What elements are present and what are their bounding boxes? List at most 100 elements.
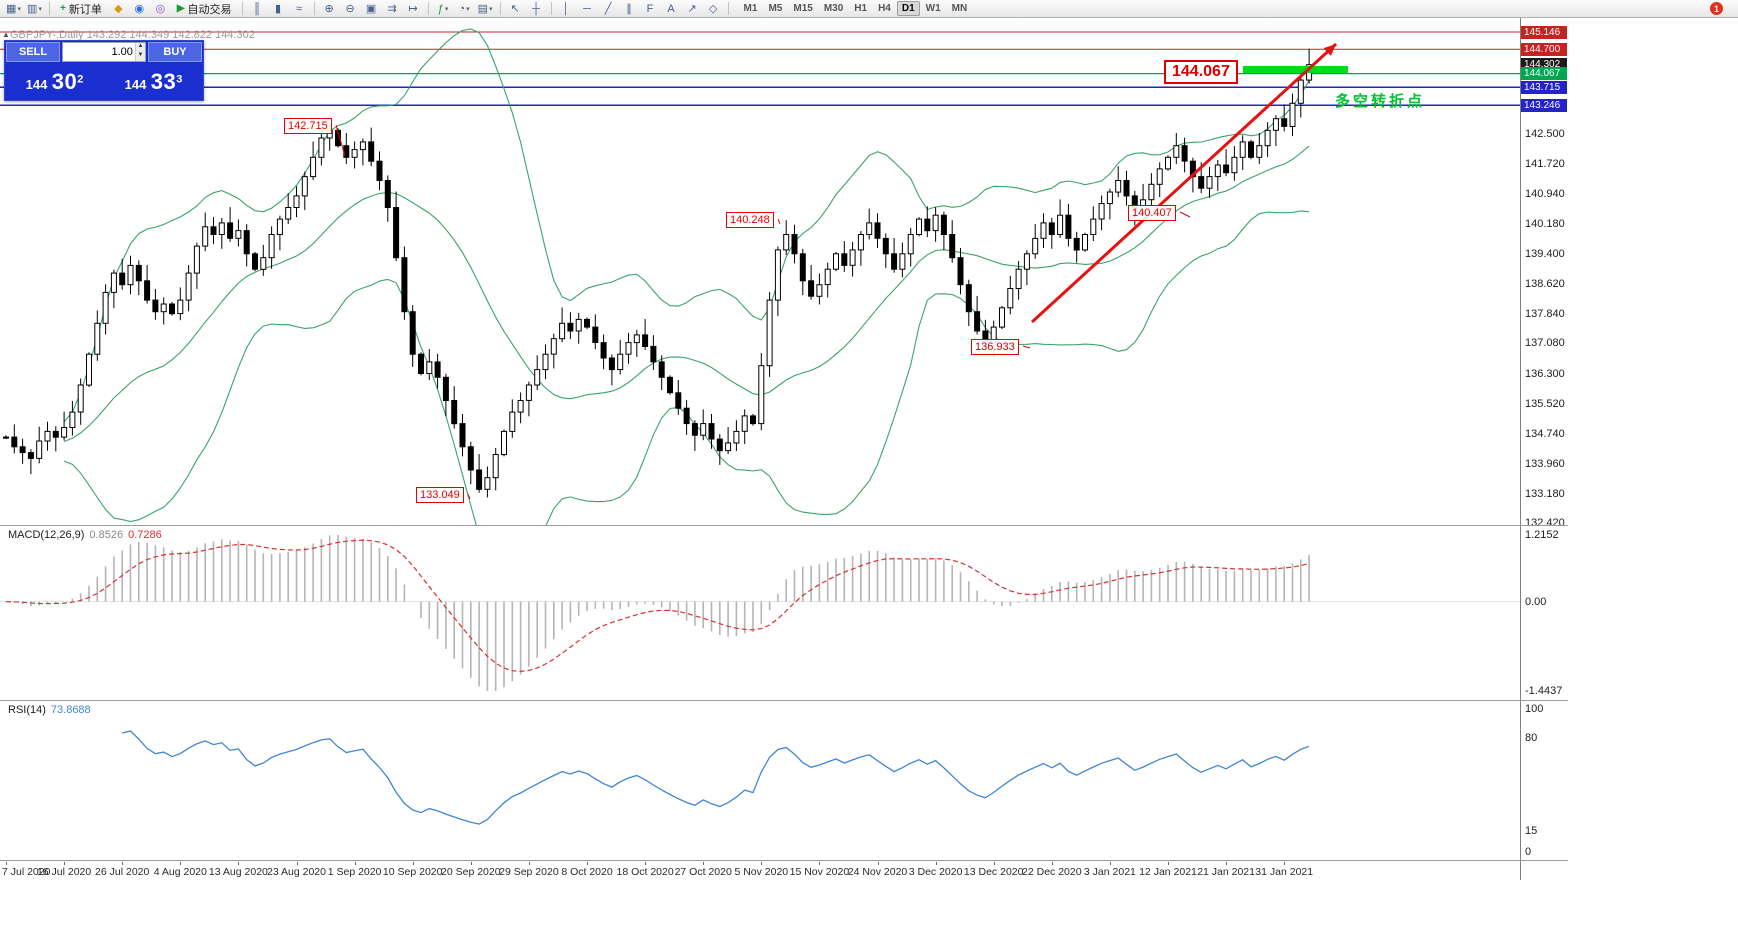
cursor-icon: ↖ <box>510 3 520 15</box>
price-annotation-label[interactable]: 140.407 <box>1128 205 1176 221</box>
horizontal-line-icon[interactable]: ─ <box>577 0 598 18</box>
rsi-scale-label: 15 <box>1525 824 1538 837</box>
date-label: 10 Sep 2020 <box>382 866 443 878</box>
price-annotation-label[interactable]: 144.067 <box>1164 60 1238 84</box>
support-zone[interactable] <box>1243 66 1348 73</box>
date-label: 12 Jan 2021 <box>1139 866 1197 878</box>
rsi-panel-canvas[interactable] <box>0 701 1520 860</box>
candlestick-chart-icon[interactable]: ▮ <box>268 0 289 18</box>
price-tick-label: 135.520 <box>1525 397 1565 410</box>
time-axis-tick <box>1051 862 1053 865</box>
price-tick-label: 141.720 <box>1525 158 1565 171</box>
price-annotation-label[interactable]: 136.933 <box>971 339 1019 355</box>
time-axis-tick <box>296 862 298 865</box>
volume-stepper-up-icon[interactable]: ▲ <box>135 43 145 52</box>
zoom-in-icon[interactable]: ⊕ <box>319 0 340 18</box>
time-axis[interactable]: 7 Jul 2020 16 Jul 2020 26 Jul 2020 4 Aug 20… <box>0 862 1568 880</box>
date-label: 31 Jan 2021 <box>1255 866 1314 878</box>
text-icon: A <box>667 2 675 15</box>
channel-icon: ∥ <box>626 3 632 15</box>
price-tick-label: 133.180 <box>1525 487 1565 500</box>
timeframe-w1-button[interactable]: W1 <box>925 3 941 14</box>
auto-scroll-icon: ⇉ <box>387 3 397 15</box>
zoom-out-icon[interactable]: ⊖ <box>340 0 361 18</box>
shapes-icon[interactable]: ◇ <box>703 0 724 18</box>
timeframe-m1-button[interactable]: M1 <box>743 3 758 14</box>
line-chart-icon[interactable]: ≈ <box>289 0 310 18</box>
community-icon[interactable]: ◎ <box>150 0 171 18</box>
timeframe-m5-button[interactable]: M5 <box>768 3 783 14</box>
text-icon[interactable]: A <box>661 0 682 18</box>
panel-divider[interactable] <box>0 525 1568 526</box>
symbol-menu-icon[interactable]: ▲ <box>2 30 10 39</box>
date-label: 3 Dec 2020 <box>908 866 963 878</box>
price-tick-label: 142.500 <box>1525 128 1565 141</box>
trend-arrow-line[interactable] <box>1030 42 1338 324</box>
time-axis-tick <box>761 862 763 865</box>
timeframe-d1-button[interactable]: D1 <box>896 1 920 16</box>
autotrading-button[interactable]: ▶ 自动交易 <box>171 0 238 18</box>
price-axis[interactable]: 142.500 141.720 140.940 140.180 139.400 138.6… <box>1520 18 1568 880</box>
new-order-button[interactable]: + 新订单 <box>54 0 108 18</box>
time-axis-tick <box>122 862 124 865</box>
turning-point-note[interactable]: 多空转折点 <box>1335 93 1426 110</box>
bar-chart-icon: ║ <box>253 2 261 15</box>
date-label: 7 Jul 2020 <box>2 866 51 878</box>
panel-divider[interactable] <box>0 700 1568 701</box>
time-axis-tick <box>587 862 588 865</box>
date-label: 23 Aug 2020 <box>267 866 326 878</box>
price-level-tag: 143.715 <box>1521 80 1567 94</box>
new-chart-icon[interactable]: ▦ ▾ <box>3 0 24 18</box>
auto-scroll-icon[interactable]: ⇉ <box>382 0 403 18</box>
tile-windows-icon[interactable]: ▣ <box>361 0 382 18</box>
price-annotation-label[interactable]: 133.049 <box>416 487 464 503</box>
metaeditor-icon[interactable]: ◆ <box>108 0 129 18</box>
crosshair-icon[interactable]: ┼ <box>526 0 547 18</box>
volume-input[interactable] <box>63 43 135 61</box>
macd-panel-canvas[interactable] <box>0 526 1520 700</box>
main-chart-canvas[interactable] <box>0 18 1520 525</box>
rsi-scale-label: 0 <box>1525 846 1532 858</box>
arrows-icon[interactable]: ↗ <box>682 0 703 18</box>
timeframe-mn-button[interactable]: MN <box>951 3 968 14</box>
bar-chart-icon[interactable]: ║ <box>247 0 268 18</box>
toolbar: ▦ ▾ ▥ ▾ + 新订单 ◆ ◉ ◎ ▶ 自动交易 ║ ▮ ≈ ⊕ ⊖ ▣ ⇉ ↦ ƒ ▾ ◔ ▾ ▤ ▾ ↖ ┼ │ ─ ╱ ∥ F A ↗ ◇… <box>0 0 1738 18</box>
timeframe-h1-button[interactable]: H1 <box>854 3 868 14</box>
dropdown-caret-icon: ▾ <box>488 5 493 13</box>
arrows-icon: ↗ <box>687 3 697 15</box>
macd-scale-label: 1.2152 <box>1525 529 1559 541</box>
time-axis-tick <box>412 862 414 865</box>
channel-icon[interactable]: ∥ <box>619 0 640 18</box>
trendline-icon[interactable]: ╱ <box>598 0 619 18</box>
chart-shift-icon: ↦ <box>408 3 418 15</box>
chart-shift-icon[interactable]: ↦ <box>403 0 424 18</box>
buy-button[interactable]: BUY <box>148 42 202 62</box>
sell-price[interactable]: 144 302 <box>25 68 84 94</box>
timeframe-h4-button[interactable]: H4 <box>878 3 891 14</box>
cursor-icon[interactable]: ↖ <box>505 0 526 18</box>
candlestick-chart-icon: ▮ <box>275 3 282 15</box>
rsi-scale-label: 80 <box>1525 731 1538 744</box>
timeframe-m30-button[interactable]: M30 <box>823 3 844 14</box>
price-annotation-label[interactable]: 140.248 <box>726 212 774 228</box>
volume-stepper-down-icon[interactable]: ▼ <box>135 52 145 61</box>
price-tick-label: 136.300 <box>1525 367 1565 380</box>
timeframe-m15-button[interactable]: M15 <box>793 3 813 14</box>
profiles-icon[interactable]: ▥ ▾ <box>24 0 45 18</box>
periods-icon[interactable]: ◔ ▾ <box>454 0 475 18</box>
crosshair-icon: ┼ <box>532 2 540 15</box>
chart-window[interactable]: ▲ GBPJPY-.Daily 143.292 144.349 142.822 … <box>0 18 1568 880</box>
sell-button[interactable]: SELL <box>6 42 60 62</box>
indicators-icon[interactable]: ƒ ▾ <box>433 0 454 18</box>
chat-icon[interactable]: ◉ <box>129 0 150 18</box>
date-label: 4 Aug 2020 <box>153 866 207 878</box>
price-annotation-label[interactable]: 142.715 <box>284 118 332 134</box>
notifications-badge[interactable]: 1 <box>1710 2 1723 15</box>
date-label: 1 Sep 2020 <box>327 866 382 878</box>
date-label: 26 Jul 2020 <box>95 866 150 878</box>
vertical-line-icon[interactable]: │ <box>556 0 577 18</box>
fibonacci-icon[interactable]: F <box>640 0 661 18</box>
templates-icon[interactable]: ▤ ▾ <box>475 0 496 18</box>
buy-price[interactable]: 144 333 <box>124 68 183 94</box>
time-axis-tick <box>1168 862 1169 865</box>
